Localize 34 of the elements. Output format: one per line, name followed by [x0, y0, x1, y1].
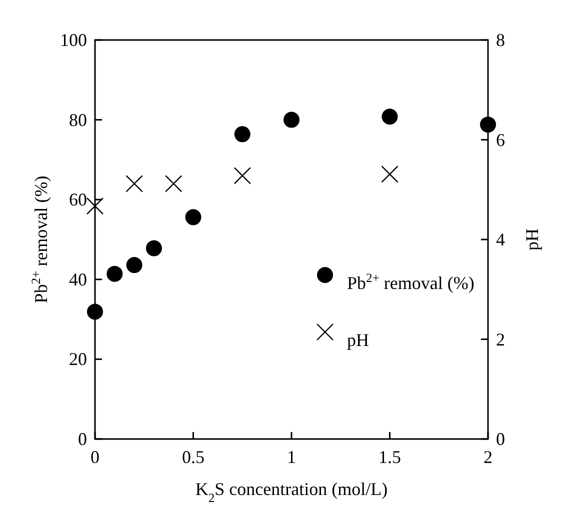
y2-tick-label: 8	[496, 30, 505, 50]
point	[234, 126, 250, 142]
x-axis-title: K$_{2}$S concentration (mol/L)	[195, 479, 388, 505]
point	[382, 108, 398, 125]
point	[126, 257, 142, 274]
point	[126, 175, 143, 192]
y-tick-label: 80	[69, 110, 87, 130]
point	[480, 116, 496, 133]
y-tick-label: 100	[60, 30, 87, 50]
x-tick-label: 0	[90, 447, 100, 467]
legend-label: pH	[347, 330, 369, 350]
y-tick-label: 40	[69, 269, 87, 290]
x-tick-label: 1.5	[378, 447, 401, 467]
y-tick-label: 60	[69, 190, 87, 210]
x-tick-label: 1	[287, 447, 296, 467]
x-tick-label: 2	[484, 447, 492, 467]
point	[381, 166, 398, 183]
point	[165, 175, 182, 192]
point	[86, 197, 104, 215]
y2-tick-label: 6	[496, 130, 505, 150]
point	[185, 209, 202, 226]
point	[87, 304, 103, 320]
x-tick-label: 0.5	[182, 447, 204, 467]
y2-tick-label: 0	[496, 429, 505, 449]
y2-tick-label: 4	[496, 230, 505, 250]
y-tick-label: 20	[69, 349, 87, 370]
point	[284, 112, 300, 128]
y-tick-label: 0	[78, 429, 87, 449]
legend-label: Pb$^{2+}$ removal (%)	[347, 271, 474, 293]
point	[146, 240, 162, 256]
point	[106, 266, 123, 282]
point	[234, 167, 251, 184]
y2-axis-title: pH	[522, 228, 542, 250]
y2-tick-label: 2	[496, 329, 505, 350]
